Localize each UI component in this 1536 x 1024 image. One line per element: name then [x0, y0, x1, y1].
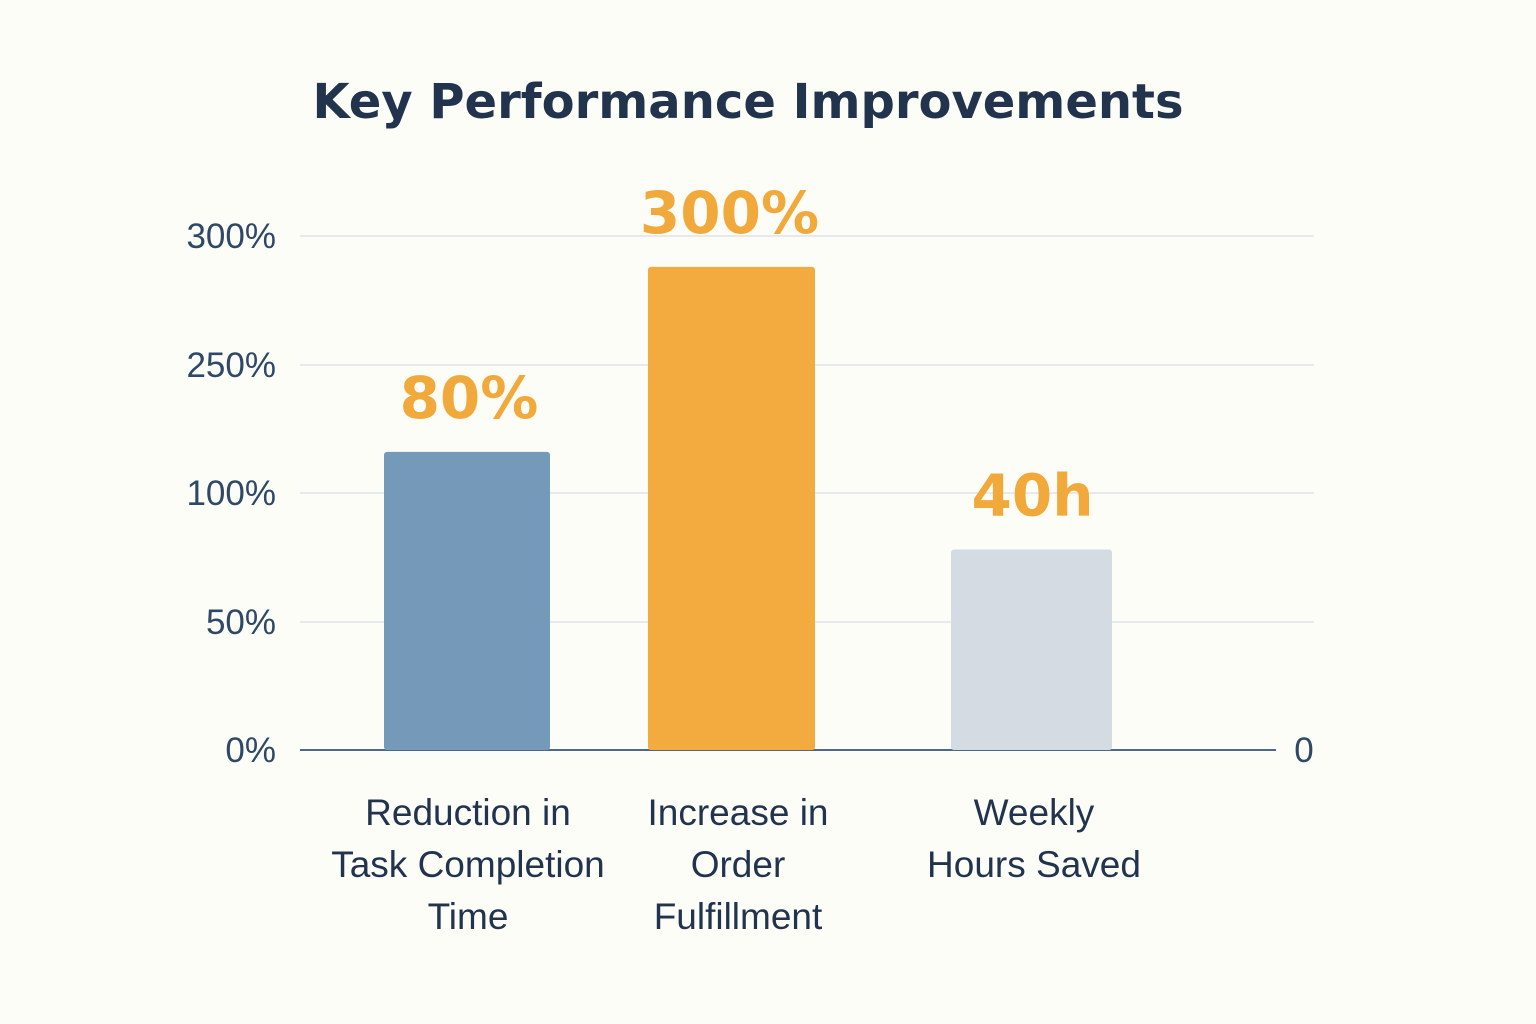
- x-category-label: Task Completion: [331, 844, 605, 885]
- x-category-label: Order: [691, 844, 786, 885]
- data-label: 80%: [400, 364, 539, 432]
- y-tick-label: 50%: [206, 603, 276, 642]
- data-label: 300%: [640, 179, 819, 247]
- x-category-label: Hours Saved: [927, 844, 1141, 885]
- x-category-label: Time: [428, 896, 509, 937]
- right-axis-label: 0: [1294, 731, 1313, 770]
- y-tick-label: 300%: [186, 217, 276, 256]
- chart-title: Key Performance Improvements: [312, 74, 1183, 130]
- bar: [384, 451, 550, 750]
- bar-layer: [384, 266, 1112, 750]
- y-tick-label: 100%: [186, 474, 276, 513]
- x-category-label: Reduction in: [365, 792, 571, 833]
- bar: [951, 549, 1112, 750]
- x-category-label: Weekly: [974, 792, 1095, 833]
- label-layer: 0% 50% 100% 250% 300% 0 80% 300% 40h Reduction in…: [186, 179, 1313, 937]
- y-tick-label: 0%: [225, 731, 276, 770]
- x-category-label: Fulfillment: [654, 896, 823, 937]
- y-tick-label: 250%: [186, 346, 276, 385]
- bar: [648, 266, 815, 750]
- data-label: 40h: [971, 462, 1093, 530]
- x-category-label: Increase in: [648, 792, 829, 833]
